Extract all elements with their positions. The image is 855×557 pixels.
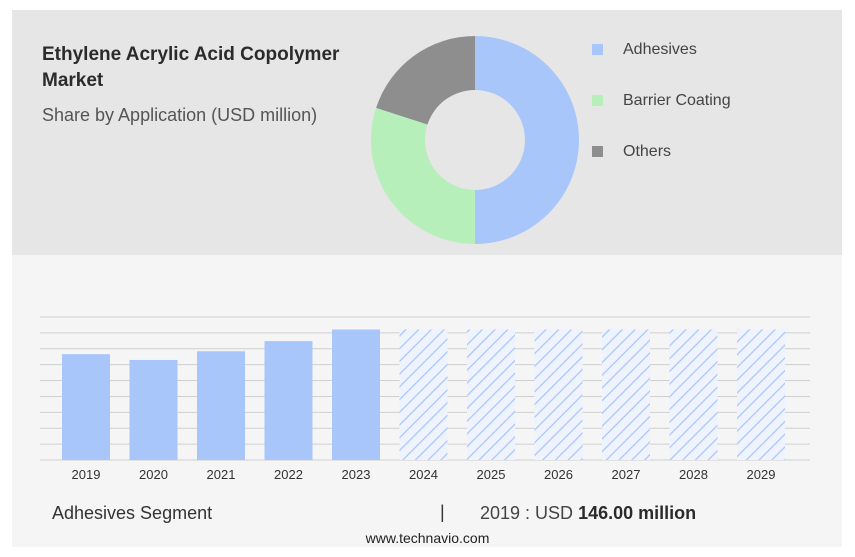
forecast-bar-2029 — [737, 329, 785, 460]
footer-separator: | — [440, 502, 445, 522]
x-tick-label: 2026 — [544, 467, 573, 482]
bar-2023 — [332, 329, 380, 460]
x-tick-label: 2023 — [342, 467, 371, 482]
legend-label: Adhesives — [623, 40, 697, 58]
segment-year: 2019 : USD — [480, 503, 579, 523]
x-tick-label: 2025 — [477, 467, 506, 482]
legend-label: Others — [623, 142, 672, 160]
donut-slice-barrier-coating — [371, 107, 475, 244]
forecast-bar-2028 — [669, 329, 718, 460]
x-tick-label: 2021 — [207, 467, 236, 482]
forecast-bar-2027 — [602, 329, 650, 460]
legend-item-others: Others — [592, 126, 731, 177]
segment-value: 2019 : USD 146.00 million — [480, 503, 696, 524]
legend-swatch — [592, 146, 603, 157]
forecast-bar-2024 — [399, 329, 448, 460]
chart-subtitle: Share by Application (USD million) — [42, 105, 318, 125]
bar-2020 — [129, 359, 178, 460]
donut-slice-others — [376, 36, 475, 125]
x-tick-label: 2027 — [612, 467, 641, 482]
donut-slice-adhesives — [475, 36, 579, 244]
bar-2019 — [62, 354, 110, 460]
source-url: www.technavio.com — [365, 530, 490, 546]
x-tick-label: 2020 — [139, 467, 168, 482]
bar-chart: 2019 2020 2021 2022 2023 2024 2025 2026 2027 2028… — [40, 316, 810, 482]
chart-title: Ethylene Acrylic Acid Copolymer Market — [42, 44, 340, 91]
legend-swatch — [592, 95, 603, 106]
segment-label: Adhesives Segment — [52, 503, 213, 523]
legend-label: Barrier Coating — [623, 91, 731, 109]
x-tick-label: 2028 — [679, 467, 708, 482]
bar-2021 — [197, 351, 245, 460]
legend: Adhesives Barrier Coating Others — [592, 24, 731, 177]
legend-swatch — [592, 44, 603, 55]
bar-2022 — [264, 341, 313, 460]
x-tick-label: 2024 — [409, 467, 438, 482]
donut-chart — [371, 36, 579, 244]
legend-item-barrier-coating: Barrier Coating — [592, 75, 731, 126]
x-tick-label: 2029 — [747, 467, 776, 482]
x-tick-label: 2019 — [72, 467, 101, 482]
forecast-bar-2025 — [467, 329, 515, 460]
forecast-bar-2026 — [534, 329, 583, 460]
legend-item-adhesives: Adhesives — [592, 24, 731, 75]
x-tick-label: 2022 — [274, 467, 303, 482]
segment-amount: 146.00 million — [578, 503, 697, 523]
